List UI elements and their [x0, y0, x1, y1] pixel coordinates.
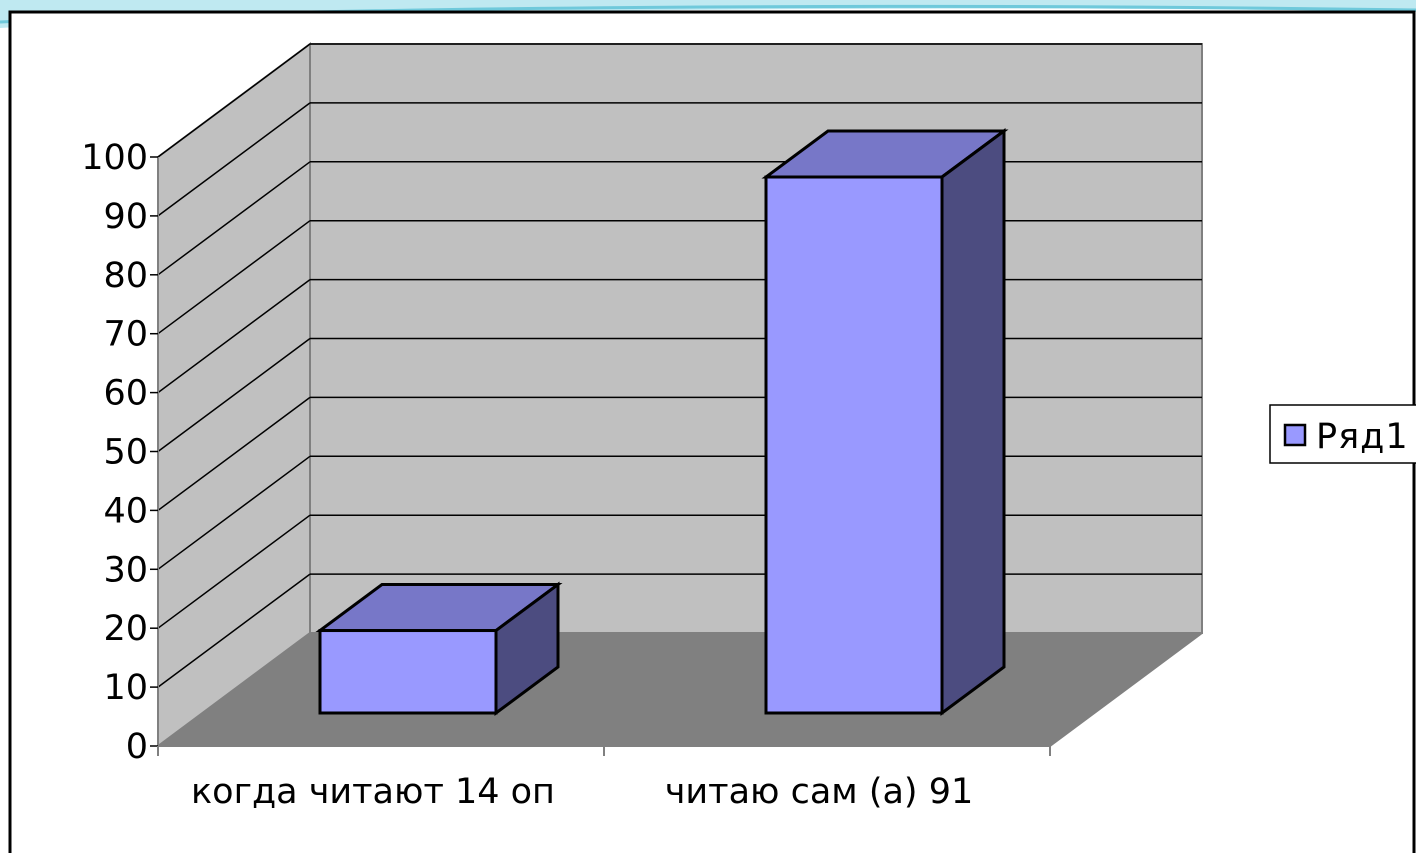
floor-edge [1049, 632, 1203, 747]
y-tick-label: 30 [103, 550, 148, 590]
bar-2 [761, 128, 1009, 716]
x-category-label: читаю сам (а) 91 [665, 772, 974, 812]
floor [158, 633, 1202, 746]
gridline-side [157, 278, 311, 394]
y-tick-label: 0 [126, 727, 148, 767]
gridline-side [157, 573, 311, 688]
gridline-side [157, 337, 311, 453]
gridline-side [157, 43, 311, 158]
gridline-side [157, 455, 311, 570]
y-tick-label: 10 [103, 668, 148, 708]
gridlines [157, 43, 1202, 688]
y-tick-label: 70 [103, 315, 148, 355]
bar-front [764, 175, 944, 715]
legend: Ряд1 [1269, 404, 1416, 464]
y-tick-label: 20 [103, 609, 148, 649]
y-tick-label: 60 [103, 374, 148, 414]
y-tick-label: 50 [103, 433, 148, 473]
chart-walls [157, 42, 1203, 748]
y-tick-label: 90 [103, 197, 148, 237]
gridline-side [157, 161, 311, 276]
legend-swatch [1283, 423, 1307, 447]
y-tick-label: 100 [81, 138, 148, 178]
x-category-label: когда читают 14 оп [191, 772, 555, 812]
bar-1 [315, 581, 563, 716]
bars [315, 128, 1009, 716]
bar-front [318, 629, 498, 715]
bar-side [940, 128, 1006, 716]
gridline-side [157, 514, 311, 629]
gridline-side [157, 396, 311, 512]
x-axis: когда читают 14 оп читаю сам (а) 91 [157, 632, 1203, 812]
y-tick-label: 40 [103, 491, 148, 531]
y-tick-label: 80 [103, 256, 148, 296]
legend-label: Ряд1 [1316, 417, 1409, 457]
gridline-side [157, 102, 311, 217]
y-axis: 0 10 20 30 40 50 60 70 80 90 100 [81, 138, 159, 767]
gridline-side [157, 220, 311, 335]
